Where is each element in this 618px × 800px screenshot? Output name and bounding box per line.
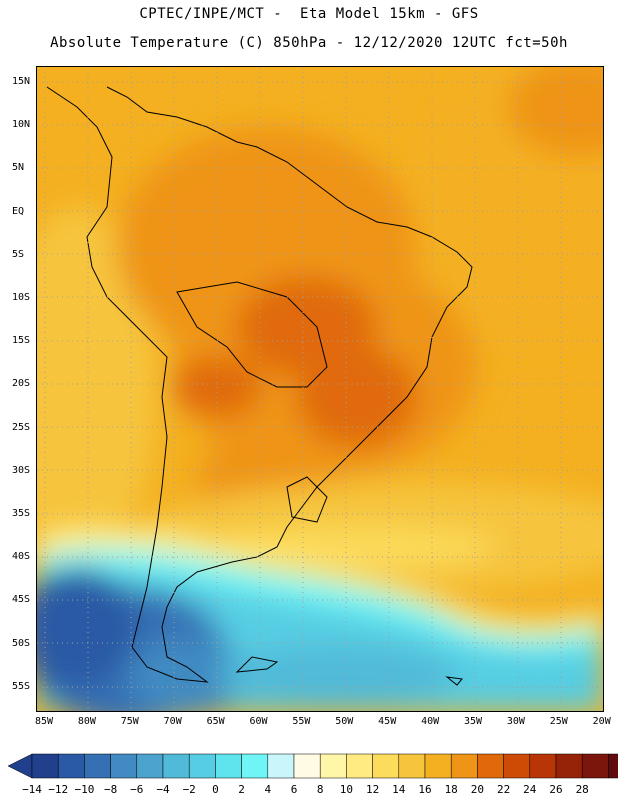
colorbar-label: 28 (575, 783, 589, 796)
colorbar-swatch (110, 753, 138, 779)
colorbar (7, 753, 618, 779)
colorbar-label: 16 (418, 783, 432, 796)
colorbar-label: 2 (238, 783, 245, 796)
colorbar-label: 18 (444, 783, 458, 796)
colorbar-swatch (555, 753, 583, 779)
colorbar-swatch (608, 753, 618, 779)
colorbar-label: −2 (182, 783, 196, 796)
colorbar-swatch (136, 753, 164, 779)
map-subtitle: Absolute Temperature (C) 850hPa - 12/12/… (50, 35, 568, 51)
lat-label: 25S (12, 421, 31, 433)
colorbar-swatch (398, 753, 426, 779)
colorbar-min-arrow (7, 753, 33, 779)
colorbar-label: −8 (103, 783, 118, 796)
lat-label: 10S (12, 292, 31, 303)
colorbar-label: 12 (365, 783, 380, 796)
lat-label: 55S (12, 680, 31, 692)
lat-label: 40S (12, 551, 31, 563)
colorbar-swatch (84, 753, 111, 779)
lon-label: 20W (592, 716, 611, 727)
lat-label: 45S (12, 594, 31, 606)
colorbar-label: −12 (48, 783, 69, 796)
lat-label: EQ (12, 205, 25, 217)
lat-label: 30S (12, 464, 31, 476)
lon-label: 65W (206, 716, 225, 727)
lat-label: 15S (12, 335, 31, 347)
colorbar-swatch (241, 753, 269, 779)
colorbar-label: −14 (22, 783, 42, 796)
colorbar-label: 6 (290, 783, 298, 796)
colorbar-swatch (293, 753, 321, 779)
colorbar-label: 20 (470, 783, 485, 796)
colorbar-label: 10 (339, 783, 354, 796)
lat-label: 20S (12, 378, 31, 390)
colorbar-swatch (188, 753, 216, 779)
colorbar-label: −6 (130, 783, 144, 796)
lon-label: 25W (549, 716, 568, 727)
colorbar-label: 26 (549, 783, 563, 796)
colorbar-swatch (31, 753, 59, 779)
colorbar-swatch (372, 753, 400, 779)
lon-label: 30W (506, 716, 525, 727)
lon-label: 60W (249, 716, 268, 727)
colorbar-swatch (57, 753, 85, 779)
colorbar-swatch (424, 753, 452, 779)
colorbar-swatch (529, 753, 557, 779)
colorbar-label: 22 (496, 783, 511, 796)
colorbar-swatch (477, 753, 504, 779)
colorbar-label: −4 (156, 783, 170, 796)
colorbar-label: 14 (392, 783, 406, 796)
temperature-map (36, 66, 604, 712)
temperature-field (37, 67, 603, 711)
lon-label: 45W (378, 716, 397, 727)
lat-label: 5S (12, 248, 25, 260)
lon-label: 80W (77, 716, 96, 727)
map-title: CPTEC/INPE/MCT - Eta Model 15km - GFS (139, 6, 479, 22)
lat-label: 35S (12, 508, 31, 519)
lat-label: 5N (12, 162, 25, 174)
lon-label: 85W (34, 716, 54, 727)
lon-label: 35W (463, 716, 483, 727)
lat-label: 50S (12, 637, 31, 649)
colorbar-label: 4 (264, 783, 272, 796)
lon-label: 50W (335, 716, 354, 727)
lat-label: 10N (12, 119, 31, 131)
colorbar-swatch (267, 753, 295, 779)
colorbar-label: 8 (316, 783, 324, 796)
lon-label: 55W (292, 716, 311, 727)
colorbar-label: 24 (523, 783, 537, 796)
colorbar-label: −10 (74, 783, 95, 796)
lon-label: 40W (421, 716, 440, 727)
colorbar-swatch (319, 753, 347, 779)
colorbar-swatch (450, 753, 478, 779)
colorbar-swatch (503, 753, 531, 779)
colorbar-swatch (581, 753, 609, 779)
lon-label: 75W (120, 716, 139, 727)
colorbar-label: 0 (212, 783, 219, 796)
colorbar-swatch (162, 753, 190, 779)
colorbar-swatch (215, 753, 242, 779)
lat-label: 15N (12, 76, 31, 87)
colorbar-swatch (346, 753, 373, 779)
lon-label: 70W (163, 716, 182, 727)
